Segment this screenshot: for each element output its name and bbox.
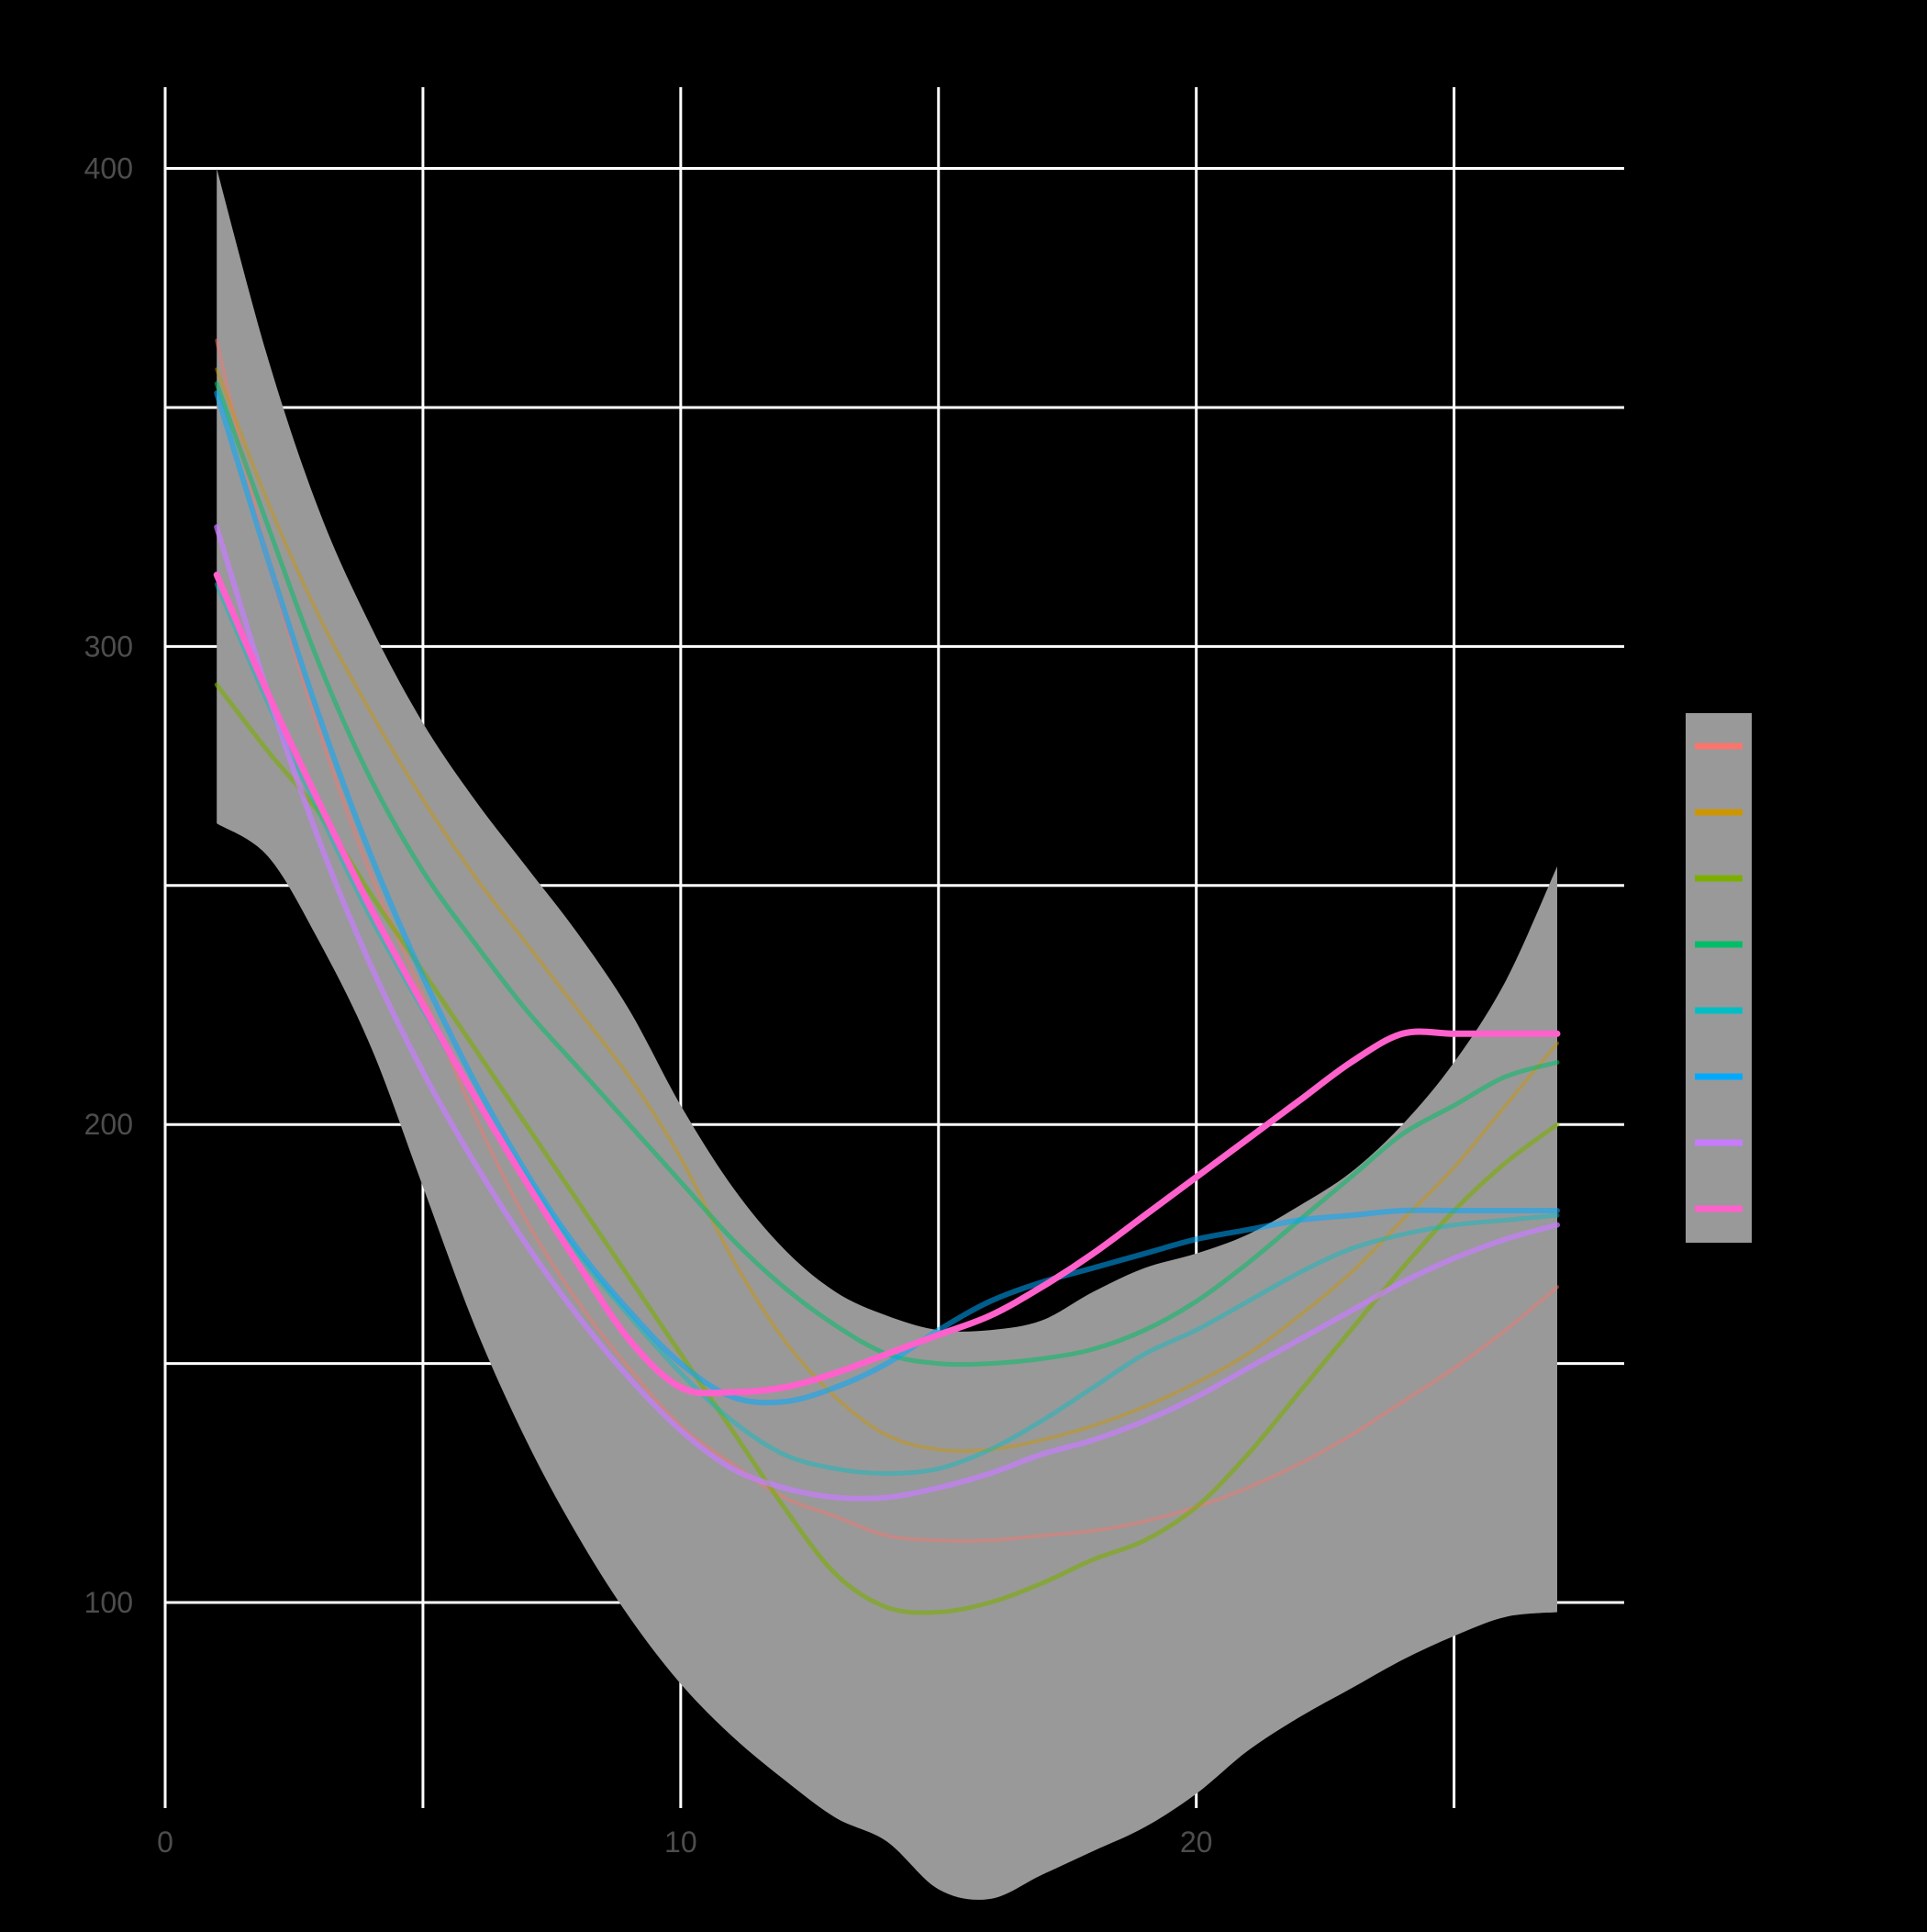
- y-tick-label: 400: [84, 152, 133, 185]
- y-tick-label: 300: [84, 630, 133, 663]
- x-tick-label: 10: [664, 1826, 697, 1859]
- x-tick-label: 20: [1180, 1826, 1213, 1859]
- legend-box: [1686, 713, 1752, 1243]
- series-line-5: [214, 582, 1560, 1476]
- series-line-2: [215, 367, 1559, 1454]
- confidence-band: [217, 168, 1558, 1900]
- series-line-6: [214, 390, 1560, 1406]
- series-line-4: [214, 381, 1560, 1368]
- series-line-7: [214, 524, 1560, 1502]
- y-tick-label: 100: [84, 1586, 133, 1619]
- axis-labels-layer: 0 10 20 100 200 300 400: [84, 152, 1213, 1859]
- x-tick-label: 0: [157, 1826, 173, 1859]
- legend: [1686, 713, 1752, 1243]
- series-line-1: [215, 339, 1559, 1543]
- series-line-8: [213, 571, 1561, 1397]
- series-layer: [213, 339, 1561, 1615]
- y-tick-label: 200: [84, 1108, 133, 1141]
- confidence-band-layer: [217, 168, 1558, 1900]
